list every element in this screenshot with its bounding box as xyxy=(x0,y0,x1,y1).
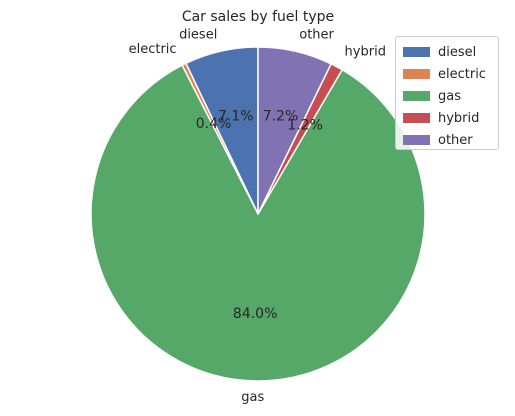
legend-label-gas: gas xyxy=(438,88,461,104)
legend-item-electric: electric xyxy=(403,63,498,85)
legend: diesel electric gas hybrid other xyxy=(395,36,499,150)
category-label-other: other xyxy=(299,27,334,42)
chart-title: Car sales by fuel type xyxy=(182,9,334,25)
pie-slices xyxy=(90,46,426,382)
legend-item-diesel: diesel xyxy=(403,41,498,63)
category-label-diesel: diesel xyxy=(179,27,217,42)
pct-label-electric: 0.4% xyxy=(196,116,232,132)
legend-label-hybrid: hybrid xyxy=(438,110,480,126)
legend-item-other: other xyxy=(403,129,498,151)
legend-label-other: other xyxy=(438,132,473,148)
category-label-electric: electric xyxy=(129,42,177,57)
legend-swatch-hybrid xyxy=(403,113,430,123)
legend-swatch-electric xyxy=(403,69,430,79)
legend-swatch-gas xyxy=(403,91,430,101)
pct-label-gas: 84.0% xyxy=(233,306,277,322)
pie-slice-gas xyxy=(90,64,426,382)
category-label-hybrid: hybrid xyxy=(345,44,386,59)
pie-slice-other xyxy=(257,46,332,215)
legend-label-diesel: diesel xyxy=(438,44,477,60)
legend-swatch-diesel xyxy=(403,47,430,57)
legend-swatch-other xyxy=(403,135,430,145)
pct-label-other: 7.2% xyxy=(263,108,299,124)
pie-labels: diesel 7.1% electric 0.4% gas 84.0% hybrid 1.2%… xyxy=(129,27,386,405)
pct-label-hybrid: 1.2% xyxy=(287,118,323,134)
pct-label-diesel: 7.1% xyxy=(218,108,254,124)
legend-item-gas: gas xyxy=(403,85,498,107)
legend-items: diesel electric gas hybrid other xyxy=(403,41,498,151)
legend-item-hybrid: hybrid xyxy=(403,107,498,129)
category-label-gas: gas xyxy=(241,390,264,405)
legend-label-electric: electric xyxy=(438,66,486,82)
